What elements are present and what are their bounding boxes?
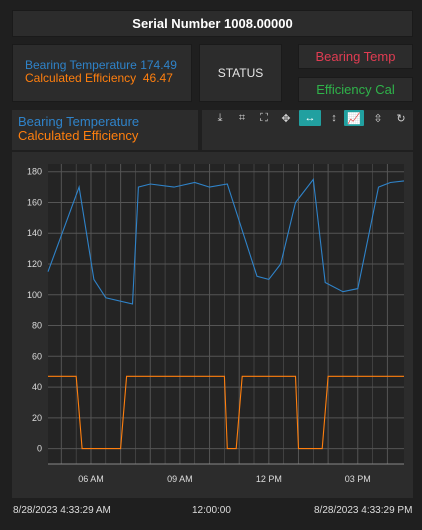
line-chart: 0 20 40 60 80 100 120 140 160 180 06 AM 09 AM 12 PM 0… bbox=[27, 164, 405, 484]
x-tick-label: 06 AM bbox=[78, 474, 104, 484]
vertical-zoom-icon[interactable]: ↕ bbox=[331, 112, 337, 124]
footer-start-time: 8/28/2023 4:33:29 AM bbox=[13, 505, 111, 516]
bearing-temp-button-label: Bearing Temp bbox=[315, 49, 396, 64]
y-tick-label: 0 bbox=[37, 444, 42, 454]
efficiency-readout-label: Calculated Efficiency bbox=[25, 71, 137, 85]
readouts-panel: Bearing Temperature 174.49 Calculated Ef… bbox=[12, 44, 192, 102]
line-chart-icon[interactable]: 📈 bbox=[344, 110, 364, 126]
status-panel: STATUS bbox=[199, 44, 282, 102]
y-tick-label: 140 bbox=[27, 228, 42, 238]
horizontal-zoom-icon[interactable]: ↔ bbox=[299, 110, 321, 126]
x-tick-label: 12 PM bbox=[256, 474, 282, 484]
serial-number-title: Serial Number 1008.00000 bbox=[12, 10, 413, 37]
chart-legend: Bearing Temperature Calculated Efficienc… bbox=[12, 110, 198, 150]
temp-readout-value: 174.49 bbox=[140, 58, 177, 72]
y-tick-label: 180 bbox=[27, 167, 42, 177]
efficiency-cal-button[interactable]: Efficiency Cal bbox=[298, 77, 413, 102]
efficiency-readout-value: 46.47 bbox=[142, 71, 173, 85]
fullscreen-icon[interactable]: ⛶ bbox=[260, 111, 268, 124]
status-label: STATUS bbox=[217, 66, 264, 80]
y-tick-label: 40 bbox=[32, 382, 42, 392]
temp-readout: Bearing Temperature 174.49 bbox=[25, 59, 191, 72]
efficiency-cal-button-label: Efficiency Cal bbox=[316, 82, 395, 97]
footer-end-time: 8/28/2023 4:33:29 PM bbox=[314, 505, 413, 516]
y-tick-label: 120 bbox=[27, 259, 42, 269]
x-tick-label: 03 PM bbox=[345, 474, 371, 484]
chart-panel: 0 20 40 60 80 100 120 140 160 180 06 AM 09 AM 12 PM 0… bbox=[12, 152, 413, 498]
temp-readout-label: Bearing Temperature bbox=[25, 58, 137, 72]
y-tick-label: 80 bbox=[32, 321, 42, 331]
download-icon[interactable]: ⤓ bbox=[217, 111, 223, 124]
reset-icon[interactable]: ↻ bbox=[396, 112, 406, 125]
serial-number-text: Serial Number 1008.00000 bbox=[132, 16, 293, 31]
zoom-select-icon[interactable]: ⌗ bbox=[238, 111, 246, 124]
series-line-efficiency bbox=[48, 375, 404, 450]
series-line-temperature bbox=[47, 177, 405, 305]
chart-toolbar: ⤓ ⌗ ⛶ ✥ ↔ ↕ 📈 ⇳ ↻ bbox=[202, 110, 413, 150]
efficiency-readout: Calculated Efficiency 46.47 bbox=[25, 72, 191, 85]
y-tick-label: 60 bbox=[32, 351, 42, 361]
y-tick-label: 20 bbox=[32, 413, 42, 423]
y-tick-label: 160 bbox=[27, 197, 42, 207]
legend-temp[interactable]: Bearing Temperature bbox=[18, 114, 140, 129]
y-tick-label: 100 bbox=[27, 290, 42, 300]
footer-center-time: 12:00:00 bbox=[192, 505, 231, 516]
compare-icon[interactable]: ⇳ bbox=[373, 112, 383, 125]
x-tick-label: 09 AM bbox=[167, 474, 193, 484]
legend-efficiency[interactable]: Calculated Efficiency bbox=[18, 128, 139, 143]
bearing-temp-button[interactable]: Bearing Temp bbox=[298, 44, 413, 69]
pan-icon[interactable]: ✥ bbox=[281, 112, 291, 125]
